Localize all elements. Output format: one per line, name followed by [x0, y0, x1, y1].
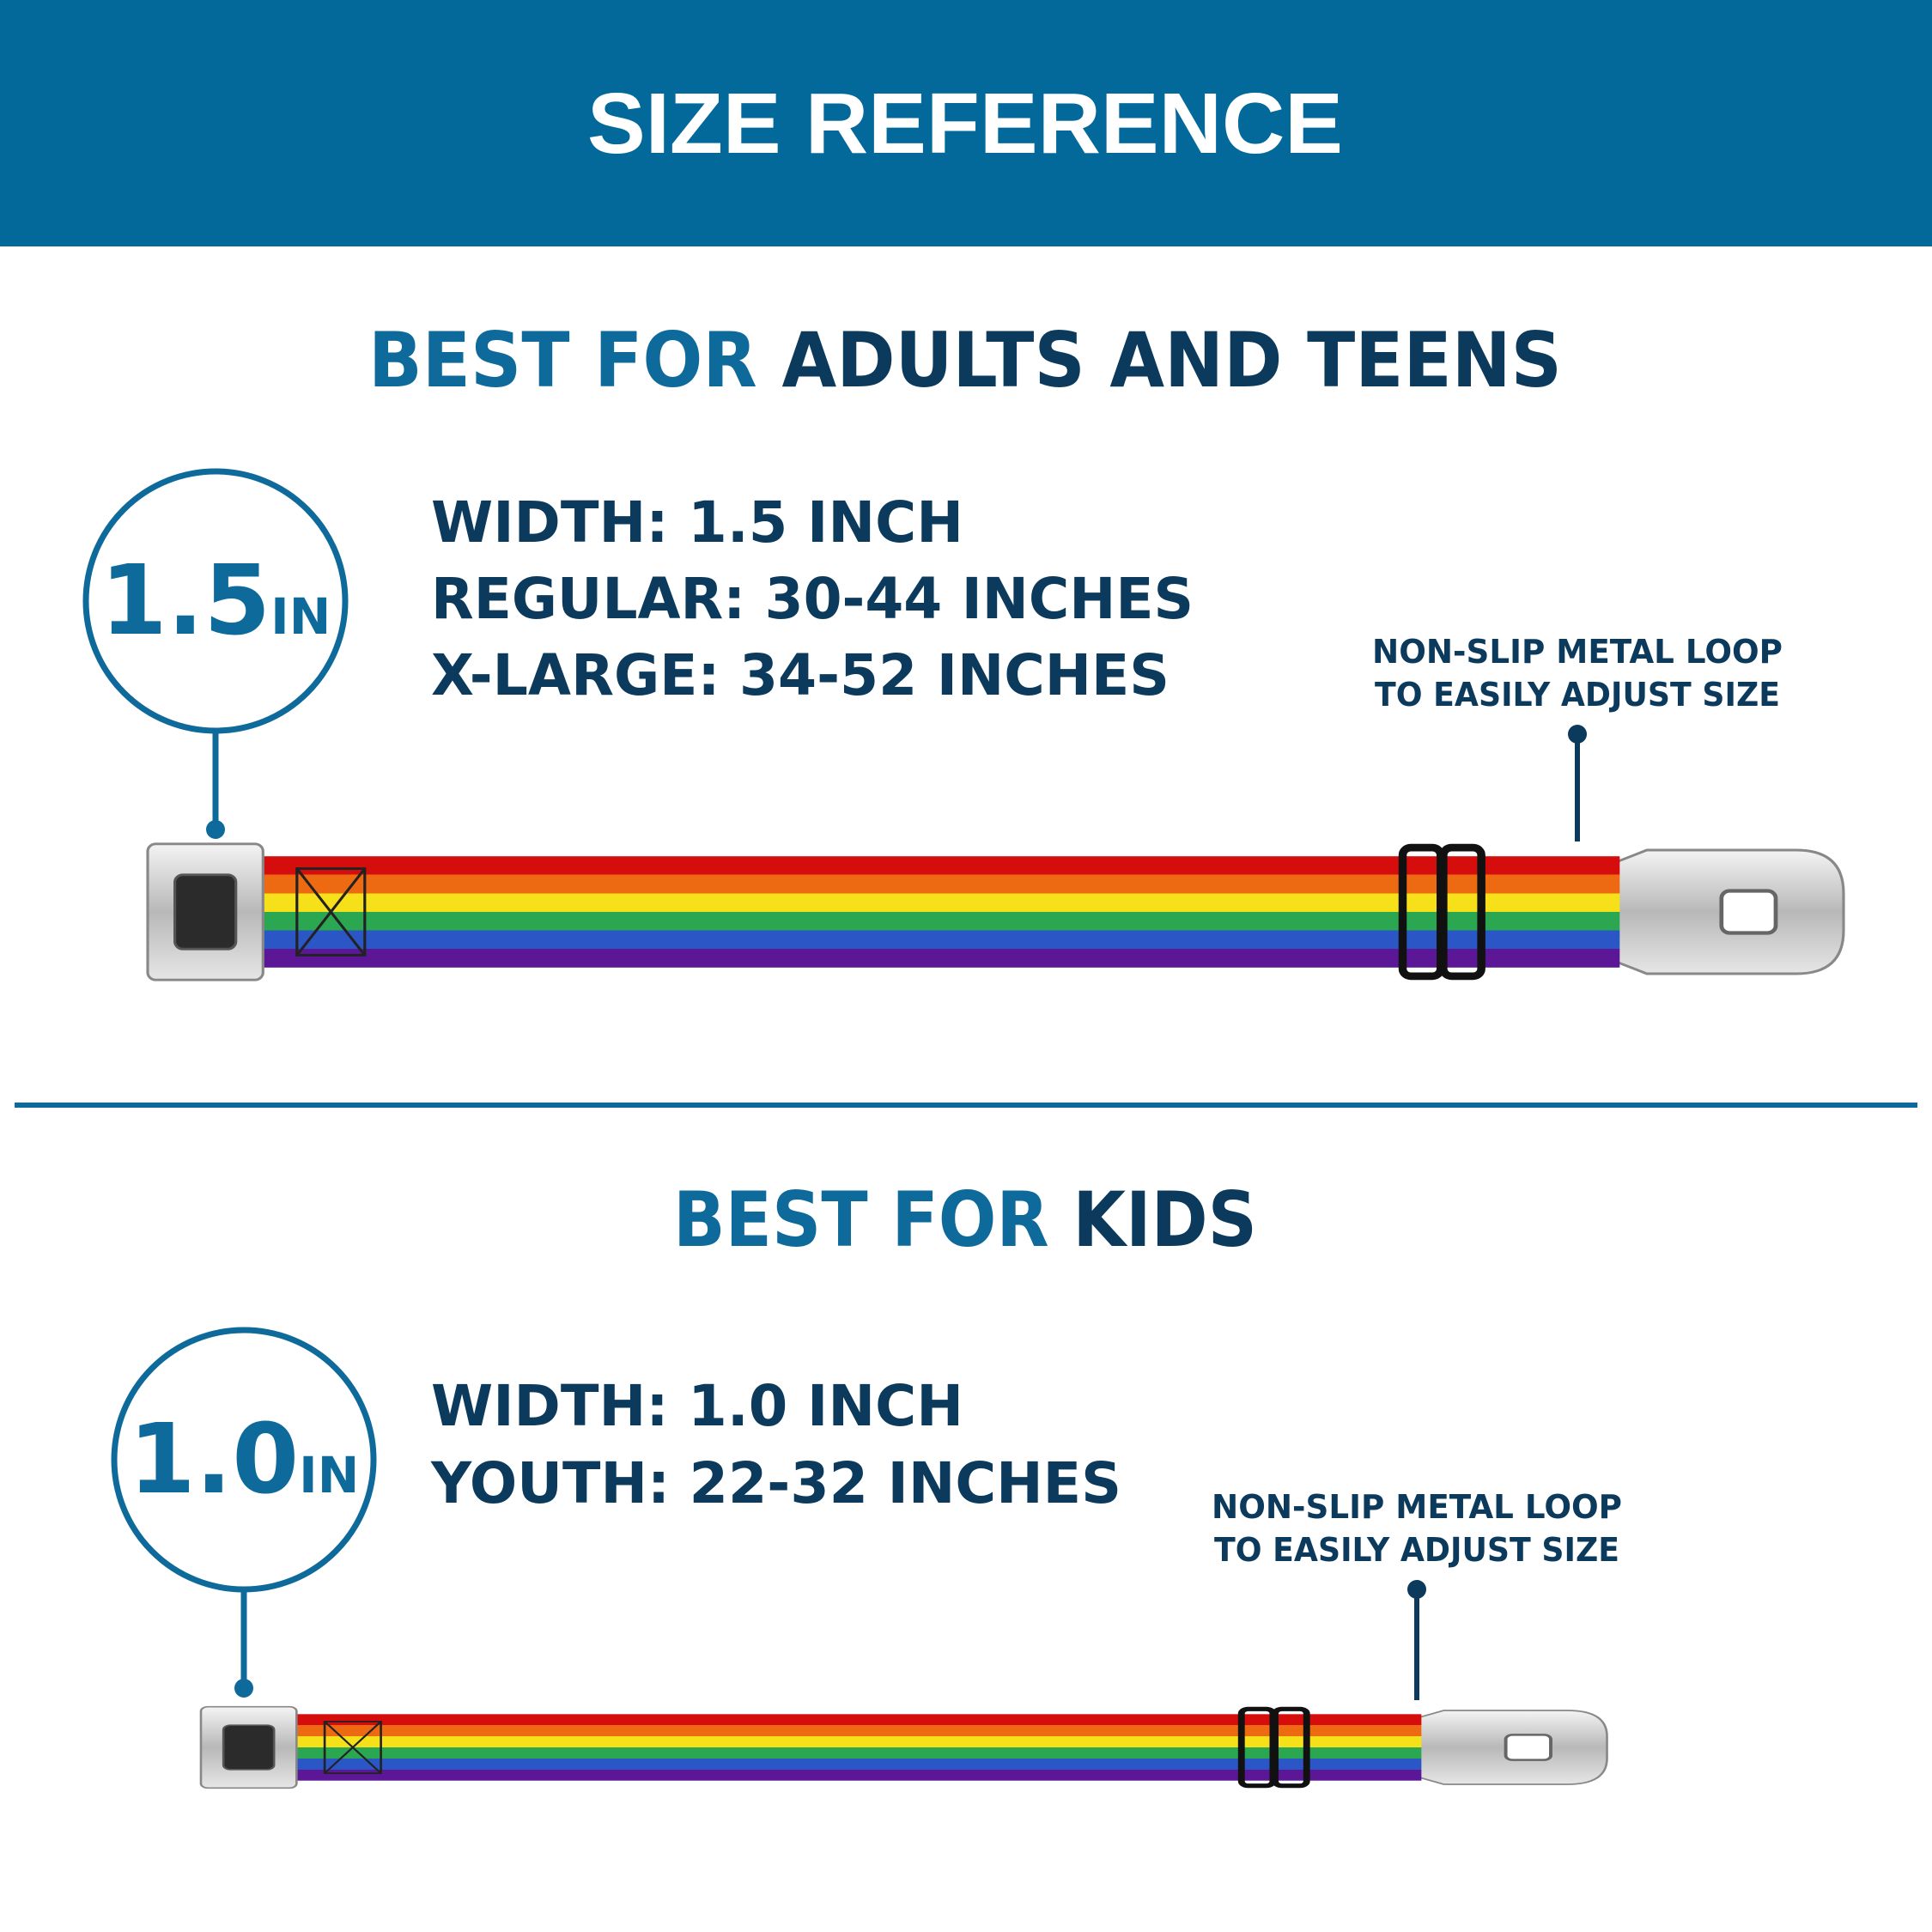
badge-number: 1.0 [129, 1404, 299, 1516]
spec-line: WIDTH: 1.0 INCH [431, 1373, 963, 1439]
callout-line: TO EASILY ADJUST SIZE [1214, 1531, 1619, 1569]
belt-image [201, 1707, 1607, 1789]
badge-unit: IN [270, 587, 331, 646]
section-heading: BEST FOR ADULTS AND TEENS [368, 316, 1562, 404]
callout-line: NON-SLIP METAL LOOP [1372, 633, 1783, 671]
heading-lead: BEST FOR [673, 1176, 1049, 1264]
callout-line: TO EASILY ADJUST SIZE [1375, 676, 1780, 714]
header-bar [0, 0, 1932, 246]
page-title: SIZE REFERENCE [587, 76, 1343, 172]
heading-audience: ADULTS AND TEENS [781, 316, 1562, 404]
callout-line: NON-SLIP METAL LOOP [1212, 1488, 1622, 1526]
badge-text: 1.0IN [129, 1404, 360, 1516]
belt-image [148, 844, 1844, 980]
badge-unit: IN [299, 1446, 359, 1504]
badge-dot [206, 820, 225, 839]
spec-line: REGULAR: 30-44 INCHES [431, 566, 1194, 632]
spec-line: YOUTH: 22-32 INCHES [430, 1450, 1121, 1516]
badge-number: 1.5 [100, 545, 270, 657]
section-heading: BEST FOR KIDS [673, 1176, 1257, 1264]
badge-text: 1.5IN [100, 545, 331, 657]
heading-audience: KIDS [1072, 1176, 1257, 1264]
spec-line: X-LARGE: 34-52 INCHES [431, 642, 1170, 708]
badge-dot [234, 1679, 253, 1698]
heading-lead: BEST FOR [368, 316, 757, 404]
spec-line: WIDTH: 1.5 INCH [431, 489, 963, 556]
